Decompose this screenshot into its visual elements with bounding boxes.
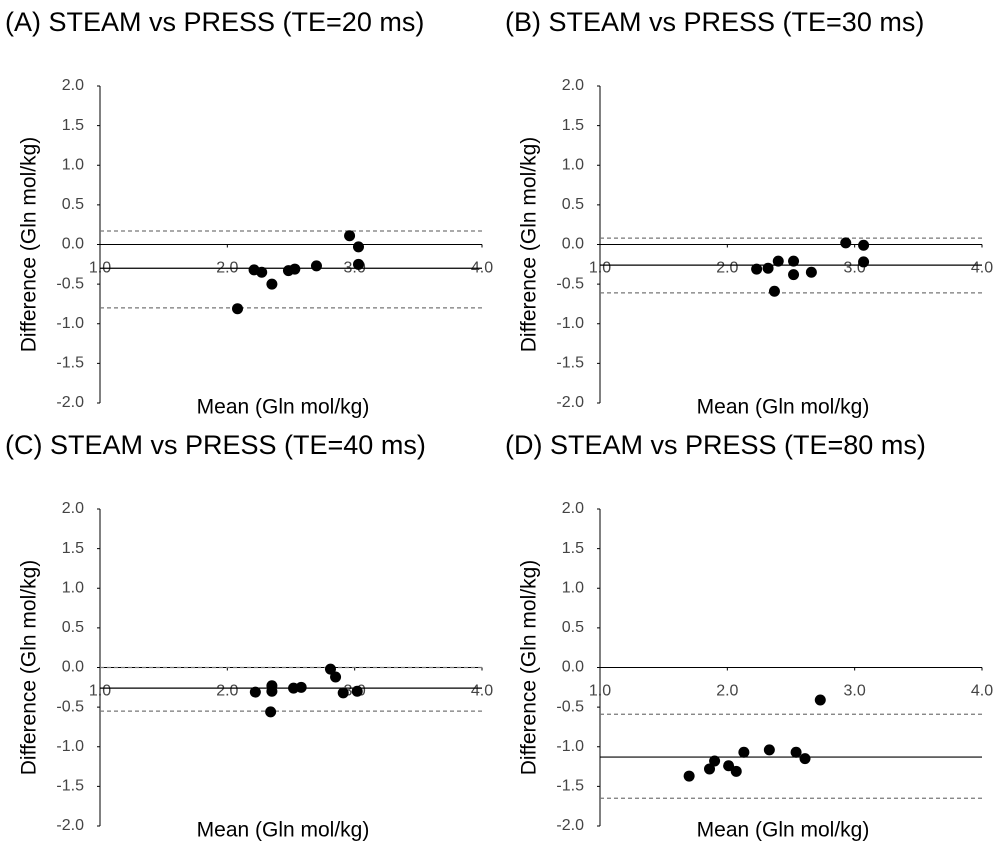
chart-title: (A) STEAM vs PRESS (TE=20 ms) — [5, 7, 424, 37]
data-point — [330, 671, 342, 683]
y-tick-label: 0.0 — [562, 659, 584, 676]
data-point — [772, 255, 784, 267]
y-tick-label: -2.0 — [556, 817, 584, 834]
y-tick-label: 0.5 — [62, 196, 84, 213]
x-tick-label: 3.0 — [844, 683, 866, 700]
data-point — [344, 230, 356, 242]
y-tick-label: -1.5 — [56, 778, 84, 795]
data-point — [704, 763, 716, 775]
y-tick-label: -1.0 — [556, 315, 584, 332]
y-tick-label: 0.0 — [62, 659, 84, 676]
y-tick-label: 1.5 — [62, 117, 84, 134]
y-tick-label: 2.0 — [562, 77, 584, 94]
y-axis-label: Difference (Gln mol/kg) — [18, 560, 41, 776]
y-tick-label: -1.0 — [556, 738, 584, 755]
data-point — [266, 685, 278, 697]
data-point — [730, 765, 742, 777]
y-axis-label: Difference (Gln mol/kg) — [518, 560, 541, 776]
data-point — [351, 685, 363, 697]
y-tick-label: 0.0 — [62, 236, 84, 253]
x-axis-label: Mean (Gln mol/kg) — [697, 819, 870, 842]
x-axis-label: Mean (Gln mol/kg) — [197, 819, 370, 842]
y-tick-label: -2.0 — [556, 394, 584, 411]
data-point — [799, 753, 811, 765]
x-tick-label: 2.0 — [216, 683, 238, 700]
panel: (A) STEAM vs PRESS (TE=20 ms) Difference … — [5, 7, 493, 418]
data-point — [337, 687, 349, 699]
y-axis-label: Difference (Gln mol/kg) — [18, 137, 41, 353]
y-tick-label: 1.5 — [562, 540, 584, 557]
y-tick-label: -1.0 — [56, 738, 84, 755]
chart-title: (D) STEAM vs PRESS (TE=80 ms) — [505, 430, 926, 460]
data-point — [788, 255, 800, 267]
data-point — [683, 770, 695, 782]
data-point — [265, 706, 277, 718]
x-tick-label: 4.0 — [971, 683, 993, 700]
y-tick-label: 1.0 — [62, 156, 84, 173]
data-point — [763, 744, 775, 756]
y-tick-label: -1.5 — [556, 355, 584, 372]
panel: (B) STEAM vs PRESS (TE=30 ms) Difference … — [505, 7, 993, 418]
x-tick-label: 4.0 — [471, 683, 493, 700]
x-axis-label: Mean (Gln mol/kg) — [697, 396, 870, 419]
x-axis-label: Mean (Gln mol/kg) — [197, 396, 370, 419]
x-tick-label: 2.0 — [716, 260, 738, 277]
data-point — [709, 755, 721, 767]
y-tick-label: -0.5 — [56, 275, 84, 292]
panel: (D) STEAM vs PRESS (TE=80 ms) Difference … — [505, 430, 993, 841]
y-tick-label: -2.0 — [56, 394, 84, 411]
y-tick-label: -2.0 — [56, 817, 84, 834]
data-point — [266, 278, 278, 290]
y-axis-label: Difference (Gln mol/kg) — [518, 137, 541, 353]
data-point — [768, 285, 780, 297]
data-point — [289, 263, 301, 275]
data-point — [352, 241, 364, 253]
data-point — [840, 237, 852, 249]
y-tick-label: 0.5 — [62, 619, 84, 636]
y-tick-label: 0.5 — [562, 619, 584, 636]
y-tick-label: 1.0 — [62, 579, 84, 596]
y-tick-label: -1.0 — [56, 315, 84, 332]
data-point — [352, 258, 364, 270]
x-tick-label: 4.0 — [471, 260, 493, 277]
y-tick-label: -1.5 — [556, 778, 584, 795]
x-tick-label: 2.0 — [716, 683, 738, 700]
y-tick-label: 1.5 — [562, 117, 584, 134]
chart-title: (B) STEAM vs PRESS (TE=30 ms) — [505, 7, 924, 37]
y-tick-label: -0.5 — [556, 275, 584, 292]
data-point — [324, 663, 336, 675]
data-point — [858, 256, 870, 268]
y-tick-label: 2.0 — [562, 500, 584, 517]
y-tick-label: 0.5 — [562, 196, 584, 213]
y-tick-label: -0.5 — [556, 698, 584, 715]
y-tick-label: -0.5 — [56, 698, 84, 715]
y-tick-label: 1.5 — [62, 540, 84, 557]
chart-title: (C) STEAM vs PRESS (TE=40 ms) — [5, 430, 426, 460]
data-point — [723, 760, 735, 772]
data-point — [788, 269, 800, 281]
data-point — [738, 746, 750, 758]
data-point — [751, 263, 763, 275]
data-point — [858, 239, 870, 251]
y-tick-label: 1.0 — [562, 579, 584, 596]
data-point — [762, 262, 774, 274]
data-point — [249, 686, 261, 698]
y-tick-label: 0.0 — [562, 236, 584, 253]
data-point — [256, 266, 268, 278]
y-tick-label: 2.0 — [62, 500, 84, 517]
y-tick-label: -1.5 — [56, 355, 84, 372]
data-point — [310, 260, 322, 272]
data-point — [814, 694, 826, 706]
data-point — [805, 266, 817, 278]
y-tick-label: 2.0 — [62, 77, 84, 94]
y-tick-label: 1.0 — [562, 156, 584, 173]
data-point — [295, 681, 307, 693]
panel: (C) STEAM vs PRESS (TE=40 ms) Difference … — [5, 430, 493, 841]
data-point — [232, 303, 244, 315]
data-point — [790, 746, 802, 758]
x-tick-label: 4.0 — [971, 260, 993, 277]
